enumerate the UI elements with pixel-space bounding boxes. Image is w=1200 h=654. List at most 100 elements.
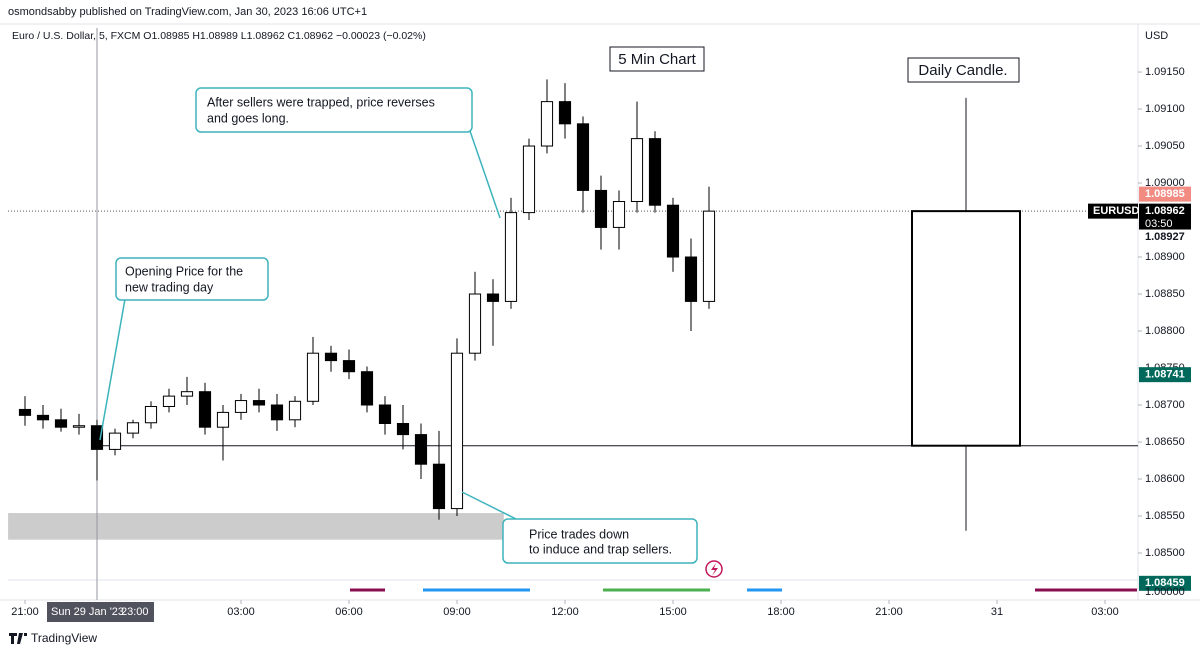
candle-body xyxy=(18,408,32,416)
candle-body xyxy=(522,145,536,214)
y-tick-label: 1.08650 xyxy=(1145,436,1185,448)
y-tick-label: 1.08500 xyxy=(1145,547,1185,559)
candle-body xyxy=(54,419,68,428)
callout-box xyxy=(502,518,698,564)
crosshair-time: 23:00 xyxy=(121,606,149,618)
x-tick-label: 21:00 xyxy=(875,606,903,618)
price-label-box xyxy=(1139,367,1191,383)
candle-body xyxy=(684,256,698,302)
candle-body xyxy=(468,293,482,354)
indicator-label: 1.00000 xyxy=(1145,586,1185,598)
candle-body xyxy=(504,212,518,302)
callout-text: new trading day xyxy=(125,280,214,294)
y-tick-label: 1.08550 xyxy=(1145,510,1185,522)
candle-body xyxy=(252,400,266,406)
zone xyxy=(8,513,504,540)
x-tick-label: 03:00 xyxy=(1091,606,1119,618)
x-tick-label: 31 xyxy=(991,606,1003,618)
x-tick-label: 21:00 xyxy=(11,606,39,618)
price-label-box xyxy=(1139,203,1191,232)
y-tick-label: 1.09150 xyxy=(1145,66,1185,78)
title-box xyxy=(609,46,705,72)
symbol-label: EURUSD xyxy=(1093,205,1140,217)
candle-body xyxy=(144,405,158,424)
y-tick-label: 1.08800 xyxy=(1145,325,1185,337)
candle-body xyxy=(630,138,644,203)
x-tick-label: 18:00 xyxy=(767,606,795,618)
daily-title: Daily Candle. xyxy=(918,62,1007,79)
y-tick-label: 1.08900 xyxy=(1145,251,1185,263)
x-tick-label: 03:00 xyxy=(227,606,255,618)
currency: USD xyxy=(1145,30,1168,42)
candle-body xyxy=(450,352,464,510)
y-tick-label: 1.09100 xyxy=(1145,103,1185,115)
candle-body xyxy=(432,463,446,510)
candle-body xyxy=(180,391,194,397)
candle-body xyxy=(324,352,338,362)
callout-text: After sellers were trapped, price revers… xyxy=(207,95,435,109)
callout-pointer xyxy=(461,491,521,522)
crosshair-date: Sun 29 Jan '23 xyxy=(51,606,124,618)
candle-body xyxy=(162,395,176,407)
candle-body xyxy=(288,400,302,421)
x-tick-label: 09:00 xyxy=(443,606,471,618)
candle-body xyxy=(558,101,572,125)
candle-body xyxy=(648,138,662,206)
candle-body xyxy=(594,189,608,228)
price-countdown: 03:50 xyxy=(1145,218,1173,230)
chart-title: 5 Min Chart xyxy=(618,51,696,68)
candle-body xyxy=(360,371,374,406)
price-label-box xyxy=(1139,186,1191,202)
candle-body xyxy=(612,201,626,228)
callout-pointer xyxy=(99,298,126,441)
candle-body xyxy=(234,400,248,413)
x-tick-label: 12:00 xyxy=(551,606,579,618)
candle-body xyxy=(90,425,104,450)
price-label: 1.08927 xyxy=(1145,231,1185,243)
symbol-label-box xyxy=(1088,203,1138,219)
price-label-box xyxy=(1139,229,1191,245)
candle-body xyxy=(216,411,230,428)
crosshair-label-box xyxy=(46,602,154,622)
candle-body xyxy=(576,123,590,191)
candle-body xyxy=(342,360,356,373)
candle-body xyxy=(108,432,122,450)
footer-brand: TradingView xyxy=(31,631,97,645)
callout-box xyxy=(115,257,269,301)
daily-title-box xyxy=(907,57,1020,83)
y-tick-label: 1.08850 xyxy=(1145,288,1185,300)
candle-body xyxy=(72,425,86,428)
callout-box xyxy=(195,87,473,133)
candle-body xyxy=(666,204,680,258)
x-tick-label: 06:00 xyxy=(335,606,363,618)
callout-pointer xyxy=(469,130,501,219)
y-tick-label: 1.09050 xyxy=(1145,140,1185,152)
candle-body xyxy=(540,101,554,147)
candle-body xyxy=(486,293,500,302)
x-tick-label: 15:00 xyxy=(659,606,687,618)
price-label-box xyxy=(1139,575,1191,591)
header: osmondsabby published on TradingView.com… xyxy=(8,6,367,18)
callout-text: Price trades down xyxy=(529,527,629,541)
callout-text: to induce and trap sellers. xyxy=(529,542,672,556)
candle-body xyxy=(396,423,410,436)
callout-text: Opening Price for the xyxy=(125,264,243,278)
symbol-legend: Euro / U.S. Dollar, 5, FXCM O1.08985 H1.… xyxy=(12,30,426,42)
y-tick-label: 1.08700 xyxy=(1145,399,1185,411)
marks: 1.09150 1.09100 1.09050 1.09000 1.08900 1.088… xyxy=(8,28,1191,622)
footer-logo xyxy=(9,633,27,644)
candle-body xyxy=(36,414,50,421)
candle-body xyxy=(306,352,320,402)
daily-body xyxy=(911,210,1021,447)
candle-body xyxy=(126,422,140,434)
candle-body xyxy=(414,434,428,465)
price-label: 1.08985 xyxy=(1145,188,1185,200)
candle-body xyxy=(702,210,716,302)
candle-body xyxy=(198,391,212,428)
candle-body xyxy=(378,404,392,425)
callout-text: and goes long. xyxy=(207,111,289,125)
price-label: 1.08459 xyxy=(1145,577,1185,589)
y-tick-label: 1.09000 xyxy=(1145,177,1185,189)
